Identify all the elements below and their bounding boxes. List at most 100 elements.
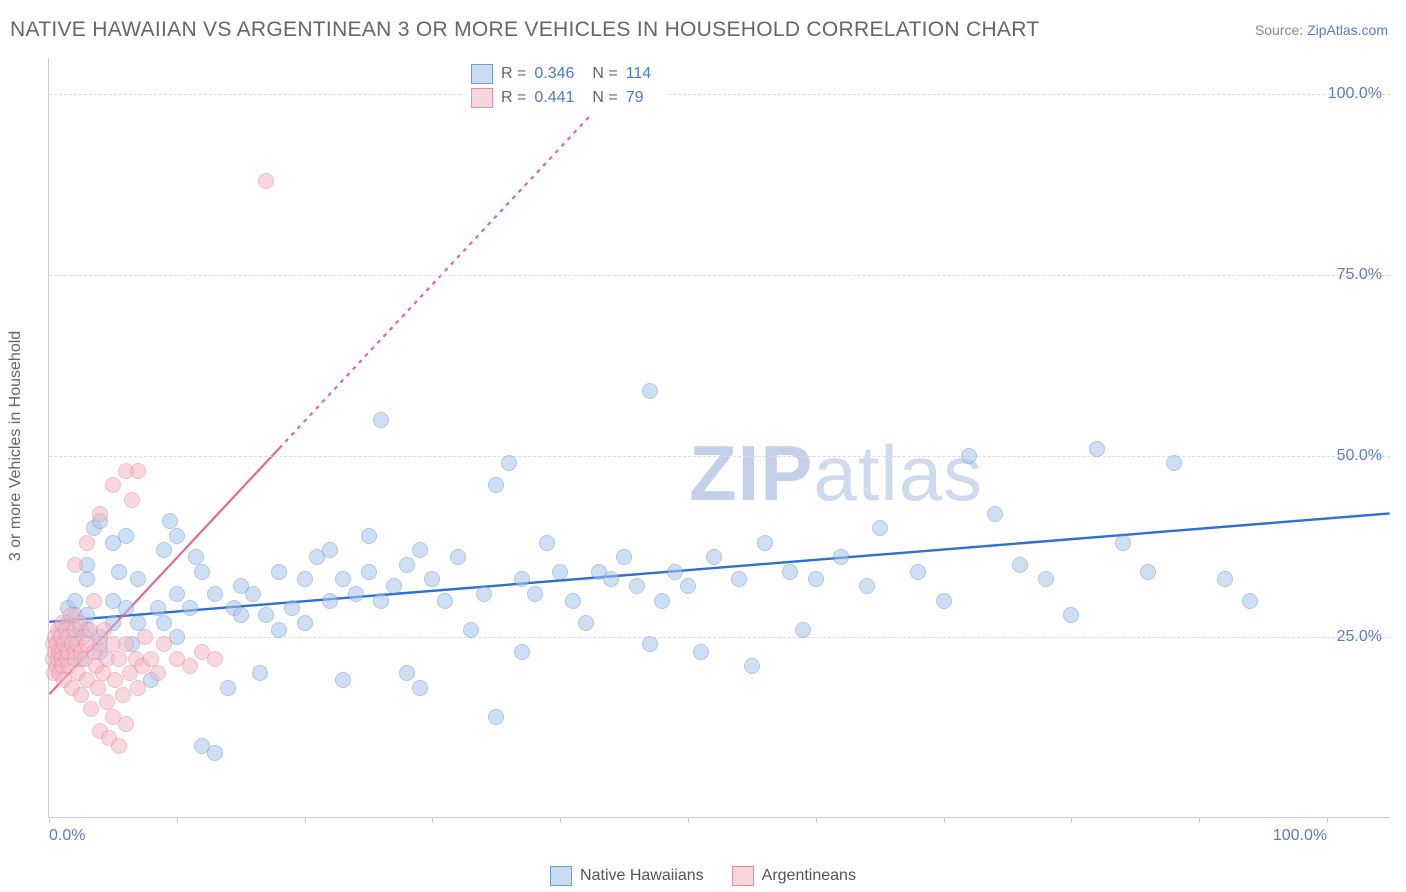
data-point (373, 593, 389, 609)
data-point (450, 549, 466, 565)
data-point (111, 738, 127, 754)
data-point (271, 564, 287, 580)
x-tick-mark (688, 817, 689, 823)
source-link[interactable]: ZipAtlas.com (1307, 22, 1388, 38)
data-point (642, 636, 658, 652)
y-axis-label: 3 or more Vehicles in Household (7, 331, 25, 561)
data-point (654, 593, 670, 609)
data-point (552, 564, 568, 580)
data-point (258, 607, 274, 623)
x-tick-mark (944, 817, 945, 823)
watermark-zip: ZIP (689, 429, 813, 517)
data-point (169, 528, 185, 544)
stat-n-value: 79 (626, 89, 658, 107)
data-point (616, 549, 632, 565)
data-point (757, 535, 773, 551)
trend-lines-svg (49, 58, 1390, 817)
data-point (693, 644, 709, 660)
watermark-atlas: atlas (813, 429, 983, 517)
data-point (124, 492, 140, 508)
data-point (118, 716, 134, 732)
legend-item: Native Hawaiians (550, 866, 704, 886)
data-point (1166, 455, 1182, 471)
data-point (1089, 441, 1105, 457)
data-point (514, 644, 530, 660)
data-point (130, 571, 146, 587)
data-point (150, 665, 166, 681)
data-point (96, 622, 112, 638)
data-point (1115, 535, 1131, 551)
data-point (297, 615, 313, 631)
data-point (399, 665, 415, 681)
data-point (79, 571, 95, 587)
x-tick-mark (177, 817, 178, 823)
data-point (335, 571, 351, 587)
source-label: Source: (1255, 22, 1307, 38)
gridline (49, 275, 1390, 276)
legend-label: Native Hawaiians (580, 867, 704, 885)
data-point (137, 629, 153, 645)
data-point (182, 600, 198, 616)
legend-swatch (732, 866, 754, 886)
data-point (156, 542, 172, 558)
x-tick-mark (1327, 817, 1328, 823)
x-tick-mark (305, 817, 306, 823)
data-point (412, 680, 428, 696)
stats-legend-row: R =0.441N =79 (471, 86, 658, 110)
stats-legend: R = 0.346 N = 114 R =0.441N =79 (465, 58, 668, 114)
x-tick-label: 0.0% (49, 827, 85, 845)
gridline (49, 456, 1390, 457)
data-point (501, 455, 517, 471)
stat-r-label: R = (501, 89, 526, 107)
data-point (156, 615, 172, 631)
data-point (322, 542, 338, 558)
data-point (92, 506, 108, 522)
data-point (463, 622, 479, 638)
data-point (245, 586, 261, 602)
data-point (1217, 571, 1233, 587)
legend-swatch (471, 64, 493, 84)
series-legend: Native Hawaiians Argentineans (550, 866, 856, 886)
data-point (169, 586, 185, 602)
data-point (1140, 564, 1156, 580)
legend-item: Argentineans (732, 866, 856, 886)
data-point (399, 557, 415, 573)
data-point (297, 571, 313, 587)
data-point (83, 701, 99, 717)
data-point (527, 586, 543, 602)
stat-r-value: 0.346 (534, 65, 584, 83)
data-point (105, 477, 121, 493)
data-point (361, 564, 377, 580)
stat-n-label: N = (592, 65, 617, 83)
chart-title: NATIVE HAWAIIAN VS ARGENTINEAN 3 OR MORE… (10, 18, 1039, 42)
y-tick-label: 100.0% (1328, 85, 1382, 103)
data-point (872, 520, 888, 536)
data-point (488, 709, 504, 725)
data-point (782, 564, 798, 580)
data-point (539, 535, 555, 551)
x-tick-mark (816, 817, 817, 823)
data-point (731, 571, 747, 587)
gridline (49, 94, 1390, 95)
data-point (118, 528, 134, 544)
data-point (795, 622, 811, 638)
data-point (910, 564, 926, 580)
stat-n-value: 114 (626, 65, 658, 83)
y-tick-label: 75.0% (1337, 266, 1382, 284)
x-tick-mark (49, 817, 50, 823)
data-point (936, 593, 952, 609)
x-tick-mark (432, 817, 433, 823)
x-tick-mark (1199, 817, 1200, 823)
data-point (386, 578, 402, 594)
data-point (207, 586, 223, 602)
data-point (476, 586, 492, 602)
data-point (1242, 593, 1258, 609)
data-point (859, 578, 875, 594)
x-tick-mark (1071, 817, 1072, 823)
data-point (252, 665, 268, 681)
data-point (130, 680, 146, 696)
data-point (86, 593, 102, 609)
legend-swatch (471, 88, 493, 108)
data-point (744, 658, 760, 674)
y-tick-label: 25.0% (1337, 628, 1382, 646)
